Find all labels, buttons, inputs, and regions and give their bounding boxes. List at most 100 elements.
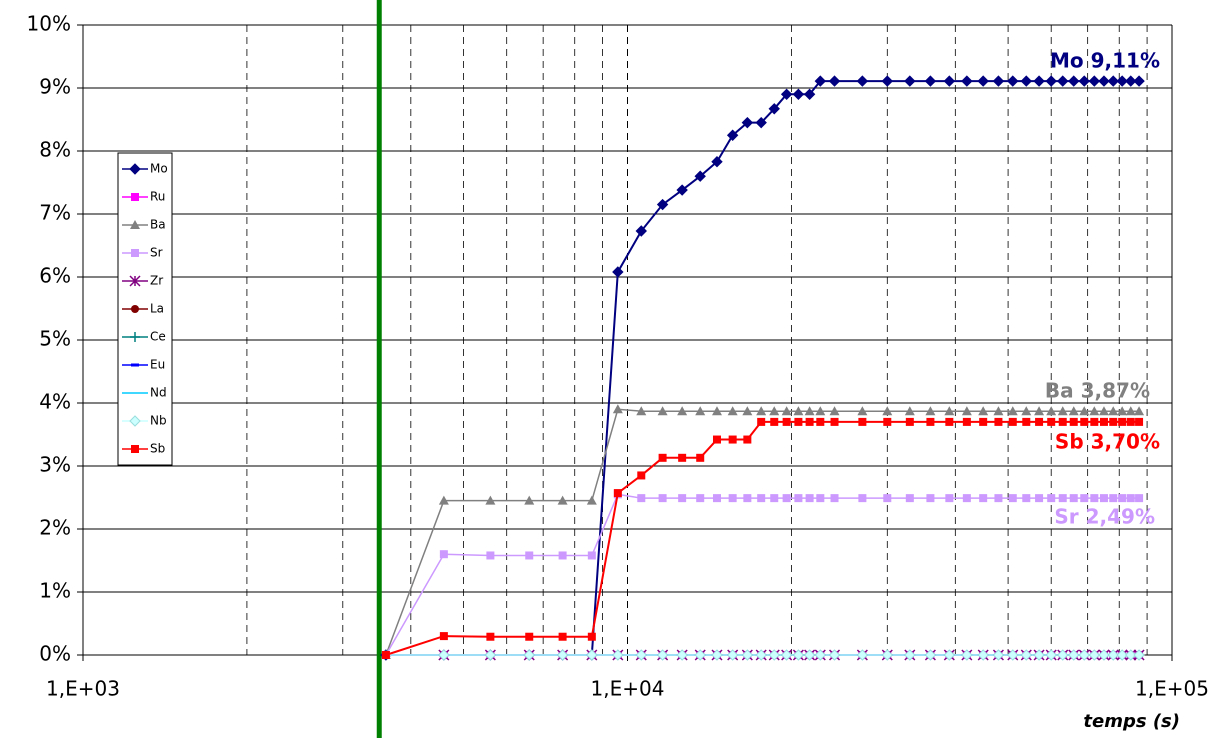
marker	[1133, 75, 1145, 87]
y-tick-label: 3%	[39, 453, 71, 477]
marker	[904, 406, 915, 416]
marker	[741, 649, 754, 661]
marker	[129, 275, 141, 287]
marker	[1069, 494, 1078, 503]
y-tick-label: 9%	[39, 75, 71, 99]
marker	[829, 406, 840, 416]
marker	[726, 649, 739, 661]
y-tick-label: 2%	[39, 516, 71, 540]
marker	[1107, 75, 1119, 87]
marker	[1021, 406, 1032, 416]
marker	[979, 494, 988, 503]
marker	[768, 649, 780, 661]
series-line	[385, 408, 1140, 656]
marker	[711, 649, 723, 661]
marker	[769, 406, 780, 416]
marker	[677, 406, 688, 416]
marker	[557, 495, 568, 505]
marker	[757, 494, 766, 503]
marker	[1079, 406, 1090, 416]
legend-label: Sr	[150, 246, 163, 260]
y-tick-label: 10%	[27, 12, 71, 36]
marker	[712, 494, 721, 503]
marker	[438, 649, 450, 661]
marker	[486, 632, 495, 641]
marker	[882, 406, 893, 416]
marker	[1107, 649, 1119, 661]
x-tick-label: 1,E+05	[1135, 677, 1209, 701]
legend-label: Ba	[150, 218, 166, 232]
marker	[678, 453, 687, 462]
y-tick-label: 5%	[39, 327, 71, 351]
marker	[1047, 494, 1056, 503]
marker	[1020, 75, 1032, 87]
marker	[816, 417, 825, 426]
marker	[1118, 417, 1127, 426]
marker	[1099, 417, 1108, 426]
marker	[743, 435, 752, 444]
marker	[1109, 494, 1118, 503]
marker	[856, 649, 869, 661]
marker	[728, 435, 737, 444]
marker	[612, 266, 624, 278]
marker	[1046, 406, 1057, 416]
marker	[439, 632, 448, 641]
marker	[637, 494, 646, 503]
marker	[1058, 417, 1067, 426]
marker	[1098, 75, 1110, 87]
marker	[782, 494, 791, 503]
marker	[1080, 417, 1089, 426]
marker	[743, 494, 752, 503]
marker	[979, 417, 988, 426]
marker	[129, 163, 141, 175]
marker	[656, 649, 669, 661]
marker	[1078, 649, 1090, 661]
marker	[1098, 406, 1109, 416]
marker	[943, 649, 956, 661]
marker	[1117, 406, 1128, 416]
marker	[696, 453, 705, 462]
marker	[678, 494, 687, 503]
legend-label: Nd	[150, 386, 167, 400]
marker	[945, 417, 954, 426]
series-line	[385, 80, 1140, 656]
marker	[1057, 75, 1069, 87]
y-tick-label: 0%	[39, 642, 71, 666]
marker	[485, 495, 496, 505]
marker	[1033, 75, 1045, 87]
marker	[792, 649, 805, 661]
marker	[828, 649, 841, 661]
marker	[926, 417, 935, 426]
marker	[815, 406, 826, 416]
marker	[1022, 417, 1031, 426]
marker	[657, 406, 668, 416]
marker	[770, 494, 779, 503]
marker	[803, 649, 816, 661]
marker	[1126, 494, 1135, 503]
annotation: Ba 3,87%	[1045, 379, 1150, 403]
marker	[1007, 75, 1019, 87]
marker	[1068, 406, 1079, 416]
marker	[130, 332, 140, 342]
marker	[439, 550, 448, 559]
marker	[525, 551, 534, 560]
marker	[1135, 417, 1144, 426]
marker	[755, 116, 767, 129]
marker	[943, 75, 956, 87]
marker	[814, 75, 827, 87]
marker	[637, 471, 646, 480]
marker	[883, 417, 892, 426]
marker	[755, 649, 767, 661]
y-tick-label: 7%	[39, 201, 71, 225]
marker	[558, 551, 567, 560]
marker	[1134, 406, 1145, 416]
marker	[830, 417, 839, 426]
marker	[556, 649, 569, 661]
marker	[792, 88, 805, 101]
marker	[694, 649, 706, 661]
marker	[1088, 649, 1101, 661]
marker	[961, 406, 972, 416]
marker	[803, 88, 816, 101]
marker	[1126, 417, 1135, 426]
